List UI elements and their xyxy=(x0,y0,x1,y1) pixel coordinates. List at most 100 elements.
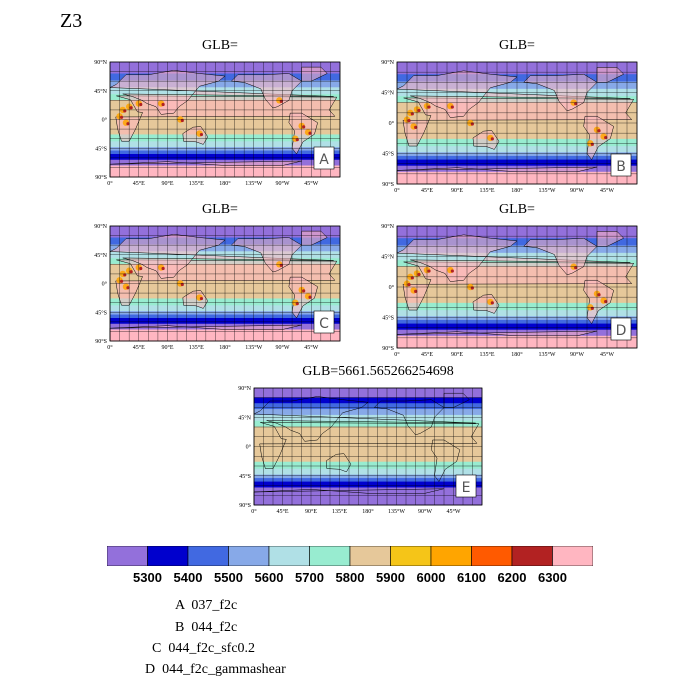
x-tick-label: 135°E xyxy=(479,351,494,358)
colorbar-swatch xyxy=(268,546,310,566)
x-tick-label: 135°W xyxy=(245,344,262,351)
legend-item-b: B 044_f2c xyxy=(175,620,238,635)
hotspot-core xyxy=(450,269,454,273)
x-tick-label: 135°E xyxy=(479,187,494,194)
hotspot-core xyxy=(410,276,414,280)
colorbar-label: 5500 xyxy=(214,570,243,585)
hotspot-core xyxy=(126,286,130,290)
panel-tag: D xyxy=(616,323,627,339)
panel-tag: B xyxy=(616,159,626,175)
y-tick-label: 90°S xyxy=(239,502,251,509)
x-tick-label: 180° xyxy=(219,344,231,351)
hotspot-core xyxy=(590,142,594,146)
continent-outline xyxy=(583,115,614,161)
map-panel-d: D 0° 45°E 90°E 135°E 180° 135°W 90°W 45°W 90°N 45°… xyxy=(381,223,638,358)
x-tick-label: 90°E xyxy=(305,508,317,515)
colorbar-label: 5400 xyxy=(173,570,203,585)
colorbar-swatch xyxy=(309,546,351,566)
hotspot-core xyxy=(597,129,601,133)
hotspot-core xyxy=(407,283,411,287)
y-tick-label: 90°N xyxy=(381,223,394,230)
x-tick-label: 45°E xyxy=(421,187,433,194)
x-tick-label: 90°E xyxy=(451,351,463,358)
hotspot-core xyxy=(427,105,431,109)
colorbar-swatch xyxy=(187,546,229,566)
hotspot-core xyxy=(414,289,418,293)
hotspot-core xyxy=(308,131,312,135)
x-tick-label: 45°E xyxy=(133,180,145,187)
panel-e-title: GLB=5661.565266254698 xyxy=(302,364,454,379)
hotspot-core xyxy=(139,102,143,107)
hotspot-core xyxy=(590,306,594,310)
x-tick-label: 0° xyxy=(394,351,400,358)
hotspot-core xyxy=(574,266,578,270)
y-tick-label: 45°N xyxy=(94,252,107,259)
y-tick-label: 90°S xyxy=(95,338,107,345)
y-tick-label: 90°S xyxy=(382,345,394,352)
hotspot-core xyxy=(490,301,494,305)
x-tick-label: 0° xyxy=(107,180,113,187)
x-tick-label: 180° xyxy=(219,180,231,187)
panel-tag-box xyxy=(313,146,335,170)
x-tick-label: 90°E xyxy=(161,344,173,351)
x-tick-label: 0° xyxy=(107,344,113,351)
x-tick-label: 135°W xyxy=(388,508,405,515)
colorbar-swatch xyxy=(107,546,148,566)
hotspot-core xyxy=(123,273,127,277)
hotspot-core xyxy=(161,102,165,107)
y-tick-label: 45°S xyxy=(382,151,394,158)
figure-title: Z3 xyxy=(60,10,83,32)
colorbar-swatch xyxy=(390,546,432,566)
hotspot-core xyxy=(199,132,204,137)
colorbar-label: 5800 xyxy=(335,570,365,585)
x-tick-label: 0° xyxy=(394,187,400,194)
y-tick-label: 0° xyxy=(102,117,108,124)
x-tick-label: 135°E xyxy=(189,180,204,187)
y-tick-label: 45°N xyxy=(381,254,394,261)
hotspot-core xyxy=(123,109,127,113)
hotspot-core xyxy=(129,106,133,110)
panel-tag-box xyxy=(455,474,477,498)
colorbar xyxy=(107,546,593,566)
map-panel-c: C 0° 45°E 90°E 135°E 180° 135°W 90°W 45°W 90°N 45°… xyxy=(94,223,341,351)
map-panel-e: E 0° 45°E 90°E 135°E 180° 135°W 90°W 45°W 90°N 45°… xyxy=(238,385,483,515)
hotspot-core xyxy=(417,272,421,277)
x-tick-label: 45°W xyxy=(600,187,614,194)
hotspot-core xyxy=(604,135,608,140)
legend-item-c: C 044_f2c_sfc0.2 xyxy=(152,641,256,656)
continent-outline xyxy=(472,294,500,314)
hotspot-core xyxy=(597,293,601,297)
x-tick-label: 45°W xyxy=(446,508,460,515)
x-tick-label: 90°W xyxy=(570,187,584,194)
continent-outline xyxy=(288,276,318,319)
y-tick-label: 45°S xyxy=(382,315,394,322)
hotspot-core xyxy=(410,112,414,116)
continent-outline xyxy=(472,130,500,150)
panel-tag: C xyxy=(319,316,329,332)
x-tick-label: 135°E xyxy=(332,508,347,515)
y-tick-label: 0° xyxy=(102,281,108,288)
y-tick-label: 45°N xyxy=(238,414,251,421)
colorbar-swatch xyxy=(471,546,513,566)
x-tick-label: 45°W xyxy=(304,344,318,351)
hotspot-core xyxy=(470,286,474,290)
x-tick-label: 135°E xyxy=(189,344,204,351)
x-tick-label: 135°W xyxy=(538,351,555,358)
y-tick-label: 90°S xyxy=(382,181,394,188)
panel-tag: A xyxy=(319,152,329,168)
panel-d-title: GLB= xyxy=(499,202,535,217)
colorbar-label: 5700 xyxy=(295,570,324,585)
map-panel-a: A 0° 45°E 90°E 135°E 180° 135°W 90°W 45°W 90°N 45°… xyxy=(94,59,341,187)
hotspot-core xyxy=(302,125,306,129)
hotspot-core xyxy=(407,119,411,123)
continent-outline xyxy=(325,453,352,473)
colorbar-label: 5600 xyxy=(254,570,284,585)
y-tick-label: 0° xyxy=(246,444,252,451)
hotspot-core xyxy=(574,102,578,106)
y-tick-label: 0° xyxy=(389,120,395,127)
panel-tag-box xyxy=(610,317,632,341)
x-tick-label: 135°W xyxy=(538,187,555,194)
x-tick-label: 0° xyxy=(251,508,257,515)
panel-tag: E xyxy=(462,480,471,496)
hotspot-core xyxy=(295,302,299,306)
